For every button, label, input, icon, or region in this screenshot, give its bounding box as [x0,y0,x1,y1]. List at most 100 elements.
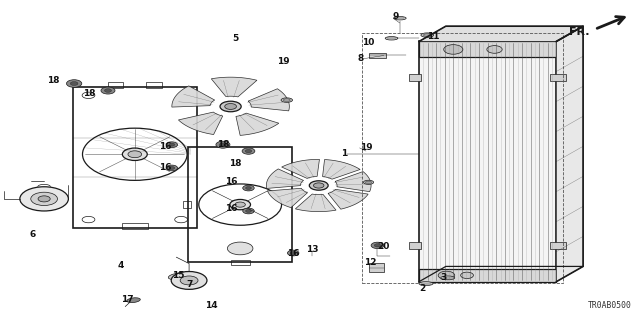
Polygon shape [419,26,583,42]
Circle shape [220,101,241,112]
Circle shape [20,187,68,211]
Circle shape [38,196,50,202]
Text: 11: 11 [428,32,440,41]
Bar [369,53,386,58]
Bar [108,82,124,88]
Ellipse shape [365,181,372,184]
Text: 18: 18 [83,89,95,98]
Polygon shape [266,169,303,188]
Polygon shape [295,194,336,212]
Polygon shape [323,160,360,179]
Bar [550,74,566,81]
Circle shape [242,148,255,154]
Text: 10: 10 [362,38,374,47]
Bar [419,269,556,282]
Text: 2: 2 [419,284,426,292]
Text: 18: 18 [47,76,60,85]
Polygon shape [335,172,371,192]
Text: 5: 5 [232,34,239,43]
Circle shape [371,242,384,249]
Circle shape [166,142,177,148]
Polygon shape [179,112,223,134]
Text: 14: 14 [205,301,218,310]
Text: 16: 16 [159,142,172,151]
Circle shape [235,202,245,207]
Text: 7: 7 [186,280,192,289]
Bar [410,242,421,250]
Circle shape [230,199,250,210]
Circle shape [128,151,141,158]
Circle shape [246,210,252,212]
Polygon shape [211,77,257,97]
Polygon shape [328,189,368,209]
Bar [147,82,162,88]
Ellipse shape [419,282,433,285]
Text: 3: 3 [440,273,446,282]
Ellipse shape [168,273,193,280]
Text: 19: 19 [360,143,372,152]
Text: 4: 4 [118,261,124,270]
Polygon shape [268,188,307,208]
Circle shape [243,208,254,214]
Bar [419,42,556,282]
Circle shape [220,143,227,147]
Text: 19: 19 [276,57,289,66]
Circle shape [487,46,502,53]
Circle shape [438,271,455,279]
Bar [230,260,250,265]
Text: FR.: FR. [569,27,589,37]
Bar [410,74,421,81]
Ellipse shape [127,298,140,303]
Text: 9: 9 [392,12,399,21]
Ellipse shape [364,180,374,184]
Ellipse shape [394,17,406,20]
Circle shape [314,183,324,188]
Ellipse shape [284,99,291,101]
Ellipse shape [424,34,431,36]
Text: 12: 12 [364,258,376,267]
Circle shape [287,250,299,256]
Circle shape [225,104,236,109]
Text: 8: 8 [357,54,364,63]
Text: 18: 18 [216,140,229,149]
Text: 6: 6 [29,230,36,239]
Circle shape [169,143,175,146]
Ellipse shape [421,33,434,37]
Circle shape [101,87,115,94]
Bar [72,87,197,228]
Text: 1: 1 [340,149,347,158]
Ellipse shape [385,36,398,40]
Text: 16: 16 [225,177,238,186]
Circle shape [461,272,474,278]
Circle shape [291,252,296,254]
Text: 18: 18 [229,159,242,168]
Circle shape [122,148,147,160]
Text: 16: 16 [159,163,172,172]
Circle shape [309,181,328,190]
Polygon shape [282,159,319,179]
Circle shape [216,141,230,148]
Polygon shape [172,86,214,107]
Bar [122,223,148,229]
Circle shape [444,45,463,54]
Ellipse shape [281,98,292,102]
Circle shape [227,242,253,255]
Text: 20: 20 [378,242,390,251]
Polygon shape [236,113,279,135]
Circle shape [172,271,207,289]
Circle shape [104,89,111,92]
Text: 15: 15 [172,271,184,280]
Circle shape [246,187,252,189]
Bar [419,42,556,57]
Circle shape [245,149,252,153]
Bar [369,263,384,272]
Circle shape [243,185,254,191]
Circle shape [169,166,175,169]
Text: 16: 16 [287,249,300,258]
Circle shape [180,276,198,285]
Bar [183,201,191,208]
Polygon shape [556,26,583,282]
Bar [362,33,563,283]
Text: 16: 16 [225,204,238,213]
Circle shape [374,244,381,247]
